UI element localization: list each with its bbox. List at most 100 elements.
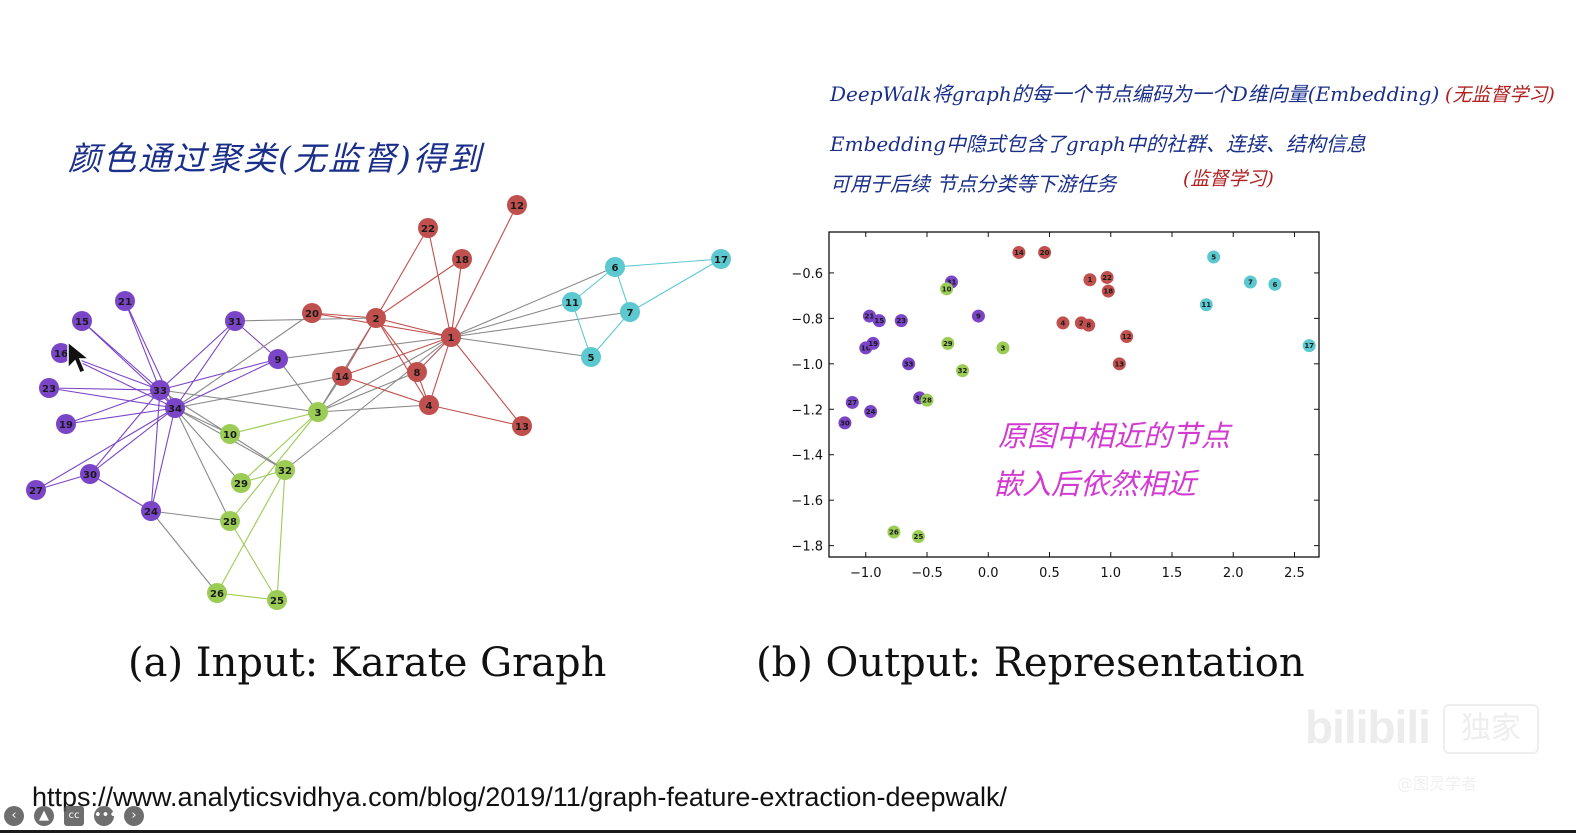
graph-edge bbox=[317, 404, 430, 413]
graph-node bbox=[302, 303, 322, 323]
graph-edge bbox=[428, 404, 523, 427]
handwritten-note-downstream: 可用于后续 节点分类等下游任务 bbox=[830, 172, 1117, 196]
embedding-point-label: 8 bbox=[1086, 322, 1091, 330]
graph-edge bbox=[450, 301, 573, 338]
upload-icon[interactable]: ▲ bbox=[34, 806, 54, 826]
graph-node-label: 9 bbox=[275, 355, 282, 366]
graph-node bbox=[268, 349, 288, 369]
embedding-point-label: 11 bbox=[1201, 301, 1211, 309]
cc-icon[interactable]: cc bbox=[64, 806, 84, 826]
graph-edge bbox=[89, 407, 176, 475]
embedding-point bbox=[845, 395, 859, 409]
embedding-point-label: 29 bbox=[943, 340, 953, 348]
embedding-point bbox=[1207, 250, 1221, 264]
graph-edge bbox=[450, 258, 463, 338]
handwritten-tag-unsupervised: (无监督学习) bbox=[1445, 84, 1555, 106]
embedding-point bbox=[996, 341, 1010, 355]
graph-edge bbox=[375, 317, 418, 373]
embedding-point-label: 13 bbox=[1114, 360, 1124, 368]
graph-node-label: 17 bbox=[714, 255, 728, 266]
handwritten-note-deepwalk: DeepWalk将graph的每一个节点编码为一个D维向量(Embedding) bbox=[830, 82, 1440, 106]
handwritten-note-embedding: Embedding中隐式包含了graph中的社群、连接、结构信息 bbox=[830, 132, 1366, 156]
graph-node-label: 4 bbox=[426, 401, 433, 412]
embedding-point bbox=[1100, 270, 1114, 284]
graph-node bbox=[267, 590, 287, 610]
x-tick-label: −1.0 bbox=[850, 566, 882, 581]
bilibili-logo: bilibili bbox=[1305, 701, 1431, 753]
graph-node-label: 13 bbox=[515, 422, 529, 433]
graph-edge bbox=[375, 317, 430, 406]
graph-node bbox=[419, 395, 439, 415]
graph-edge bbox=[216, 592, 278, 601]
graph-edge bbox=[229, 411, 319, 522]
graph-node bbox=[418, 218, 438, 238]
embedding-point bbox=[1199, 298, 1213, 312]
embedding-point-label: 27 bbox=[847, 399, 857, 407]
graph-edge bbox=[35, 407, 176, 491]
graph-node-label: 24 bbox=[144, 507, 158, 518]
graph-edge bbox=[284, 336, 452, 471]
embedding-point bbox=[1243, 275, 1257, 289]
graph-node bbox=[51, 343, 71, 363]
graph-edge bbox=[450, 311, 631, 338]
plot-annotation-line1: 原图中相近的节点 bbox=[998, 419, 1233, 453]
y-tick-label: −1.6 bbox=[791, 494, 823, 509]
embedding-point bbox=[864, 405, 878, 419]
graph-edge bbox=[89, 473, 152, 512]
embedding-point bbox=[887, 525, 901, 539]
forward-icon[interactable]: › bbox=[124, 806, 144, 826]
embedding-point bbox=[1038, 245, 1052, 259]
embedding-point-label: 3 bbox=[1001, 344, 1006, 352]
graph-edge bbox=[629, 258, 722, 313]
more-icon[interactable]: ••• bbox=[94, 806, 117, 826]
embedding-point bbox=[1012, 245, 1026, 259]
graph-node-label: 12 bbox=[510, 201, 524, 212]
mouse-cursor-icon bbox=[67, 340, 92, 374]
graph-node bbox=[72, 311, 92, 331]
graph-node-label: 7 bbox=[627, 308, 634, 319]
graph-node bbox=[26, 480, 46, 500]
y-tick-label: −1.0 bbox=[791, 358, 823, 373]
embedding-point bbox=[902, 357, 916, 371]
graph-node-label: 3 bbox=[315, 408, 322, 419]
graph-node bbox=[620, 302, 640, 322]
x-tick-label: −0.5 bbox=[911, 566, 943, 581]
x-tick-label: 2.0 bbox=[1223, 566, 1244, 581]
graph-edge bbox=[614, 258, 722, 268]
graph-nodes: 1234567891011121314151617181920212223242… bbox=[26, 195, 731, 610]
graph-node-label: 22 bbox=[421, 224, 435, 235]
graph-edge bbox=[375, 317, 452, 338]
embedding-point bbox=[1101, 284, 1115, 298]
embedding-point-label: 12 bbox=[1122, 333, 1132, 341]
y-tick-label: −0.8 bbox=[791, 312, 823, 327]
embedding-point-label: 28 bbox=[922, 397, 932, 405]
embedding-point-label: 9 bbox=[976, 313, 981, 321]
graph-node bbox=[220, 424, 240, 444]
embedding-point-label: 33 bbox=[904, 360, 914, 368]
graph-node-label: 11 bbox=[565, 298, 579, 309]
back-icon[interactable]: ‹ bbox=[4, 806, 24, 826]
embedding-point bbox=[1302, 339, 1316, 353]
graph-node bbox=[141, 501, 161, 521]
graph-node bbox=[80, 464, 100, 484]
graph-edge bbox=[174, 407, 231, 522]
x-tick-label: 1.5 bbox=[1162, 566, 1183, 581]
graph-node-label: 19 bbox=[59, 420, 73, 431]
graph-node bbox=[150, 380, 170, 400]
graph-node bbox=[332, 366, 352, 386]
graph-node bbox=[512, 416, 532, 436]
graph-node bbox=[441, 327, 461, 347]
embedding-point-label: 20 bbox=[1040, 249, 1050, 257]
graph-edge bbox=[450, 336, 592, 358]
caption-output-representation: (b) Output: Representation bbox=[756, 640, 1305, 686]
embedding-point bbox=[941, 336, 955, 350]
graph-node bbox=[115, 291, 135, 311]
graph-node-label: 23 bbox=[42, 384, 56, 395]
graph-node-label: 28 bbox=[223, 517, 237, 528]
graph-edge bbox=[150, 407, 176, 512]
graph-node-label: 6 bbox=[612, 263, 619, 274]
embedding-point bbox=[956, 364, 970, 378]
handwritten-tag-supervised: (监督学习) bbox=[1183, 168, 1274, 190]
graph-node-label: 14 bbox=[335, 372, 349, 383]
graph-edge bbox=[150, 510, 218, 594]
